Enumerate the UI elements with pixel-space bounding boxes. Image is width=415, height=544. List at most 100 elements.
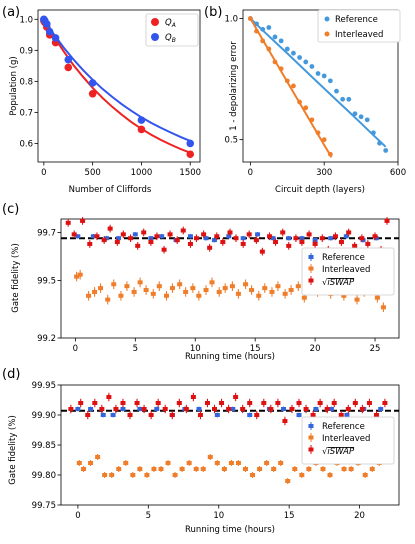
data-point-interleaved [235, 291, 241, 296]
data-point-interleaved [163, 293, 169, 298]
data-point-interleaved [327, 151, 333, 157]
panel-c-legend-box [301, 247, 395, 296]
data-point--iswap [384, 218, 390, 223]
data-point-q-a [137, 125, 146, 134]
data-point-interleaved [278, 461, 284, 465]
data-point--iswap [141, 407, 147, 411]
data-point-q-b [186, 139, 195, 148]
y-tick-label: 99.90 [32, 411, 56, 421]
data-point--iswap [65, 220, 71, 225]
panel-c: (c) 0 5 10 15 20 25 99.2 99.5 99.7 Running time … [2, 202, 400, 362]
data-point--iswap [227, 230, 233, 235]
data-point-reference [247, 413, 253, 417]
data-point-interleaved [95, 455, 101, 459]
data-point-interleaved [282, 291, 288, 296]
data-point--iswap [299, 240, 305, 245]
panel-c-label: (c) [2, 202, 19, 217]
data-point-reference [383, 148, 389, 153]
data-point--iswap [183, 407, 189, 411]
data-point-interleaved [327, 473, 333, 477]
data-point-reference [187, 234, 193, 239]
data-point--iswap [204, 401, 210, 405]
data-point-interleaved [124, 284, 130, 289]
data-point-reference [328, 407, 334, 411]
data-point-q-b [88, 79, 97, 87]
data-point-reference [110, 413, 116, 417]
data-point-interleaved [249, 288, 255, 293]
data-point-interleaved [196, 293, 202, 298]
data-point--iswap [207, 245, 213, 250]
y-tick-label: 0.8 [19, 77, 33, 87]
data-point--iswap [226, 407, 232, 411]
data-point-q-a [88, 89, 97, 98]
data-point-interleaved [242, 467, 248, 471]
data-point-interleaved [256, 293, 262, 298]
data-point--iswap [219, 401, 225, 405]
data-point--iswap [162, 407, 168, 411]
x-tick-label: 300 [316, 168, 332, 178]
data-point-interleaved [200, 467, 206, 471]
data-point-reference [315, 71, 321, 76]
x-tick-label: 5 [146, 511, 151, 521]
data-point--iswap [141, 230, 147, 235]
data-point-reference [214, 413, 220, 417]
data-point--iswap [148, 413, 154, 417]
data-point-reference [132, 232, 138, 237]
data-point-interleaved [278, 66, 284, 72]
data-point--iswap [310, 413, 316, 417]
data-point-interleaved [177, 282, 183, 287]
data-point-interleaved [190, 286, 196, 291]
data-point--iswap [120, 232, 126, 237]
data-point-interleaved [130, 473, 136, 477]
data-point-reference [343, 234, 349, 239]
panel-d-label: (d) [2, 367, 20, 382]
data-point-reference [328, 236, 334, 241]
y-tick-label: 99.5 [37, 276, 56, 286]
data-point-reference [334, 88, 339, 94]
panel-c-legend: Reference Interleaved √iSWAP [301, 247, 395, 296]
data-point--iswap [148, 240, 154, 245]
data-point--iswap [359, 236, 365, 241]
data-point-reference [240, 236, 246, 241]
data-point-reference [358, 114, 364, 120]
data-point-reference [321, 73, 327, 79]
data-point-reference [211, 238, 217, 243]
panel-c-ylabel: Gate fidelity (%) [11, 243, 21, 313]
data-point-reference [303, 59, 309, 65]
data-point--iswap [306, 232, 312, 237]
panel-a-legend-label-qa: QA [165, 18, 176, 29]
panel-a-legend: QA QB [145, 13, 199, 47]
data-point-reference [75, 407, 81, 411]
data-point-reference [270, 236, 276, 241]
y-tick-label: 0.6 [19, 139, 33, 149]
data-point-interleaved [144, 473, 150, 477]
data-point--iswap [254, 413, 260, 417]
data-point-reference [378, 407, 384, 411]
panel-c-xlabel: Running time (hours) [185, 352, 275, 362]
data-point-interleaved [165, 461, 171, 465]
panel-a-legend-label-qb: QB [165, 33, 176, 44]
data-point--iswap [214, 234, 220, 239]
y-tick-label: 99.85 [32, 441, 56, 451]
data-point-reference [309, 64, 315, 69]
panel-a-label: (a) [2, 5, 20, 20]
data-point--iswap [240, 407, 246, 411]
data-point--iswap [212, 407, 218, 411]
fit-line-reference [249, 17, 387, 148]
data-point-interleaved [193, 467, 199, 471]
data-point--iswap [134, 401, 140, 405]
data-point-reference [296, 413, 302, 417]
data-point-interleaved [380, 305, 386, 310]
panel-b-legend-label-interleaved: Interleaved [335, 30, 383, 40]
data-point-interleaved [92, 289, 98, 294]
data-point-interleaved [109, 473, 115, 477]
data-point-q-b [137, 116, 146, 124]
data-point--iswap [261, 401, 267, 405]
panel-d: (d) 0 5 10 15 20 99.75 99.80 99.85 99.90 99.95 Ru… [2, 367, 400, 535]
data-point--iswap [317, 401, 323, 405]
data-point-reference [230, 407, 236, 411]
data-point-reference [154, 407, 160, 411]
plot-frame [37, 9, 201, 163]
panel-d-legend-box [301, 416, 395, 465]
fit-line-q-b [43, 18, 191, 142]
